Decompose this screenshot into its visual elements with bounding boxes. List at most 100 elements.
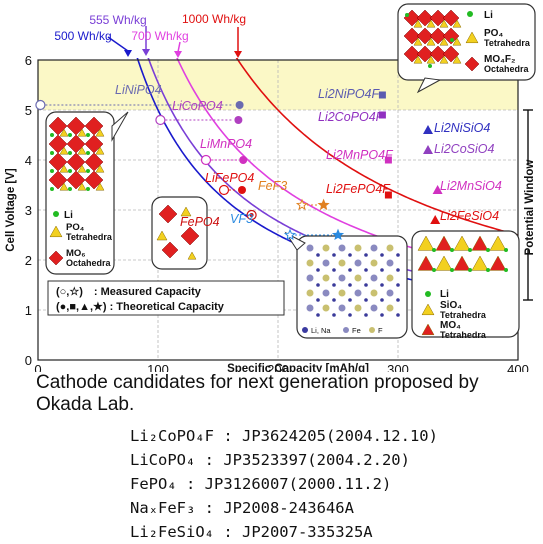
theoretical-point-li2nipo4f: [378, 91, 386, 99]
octahedron-shape: [158, 204, 178, 224]
theoretical-point-lifepo4: [238, 186, 246, 194]
plot-frame: [37, 59, 519, 361]
measured-point-fef3: [295, 198, 309, 211]
inset-label-mo6-sub: Octahedra: [66, 258, 112, 268]
atom-dot: [386, 274, 394, 282]
material-label: Li2CoSiO4: [434, 142, 494, 156]
tetrahedron-shape: [417, 255, 435, 271]
atom-dot: [332, 283, 336, 287]
measured-point-licopo4: [155, 114, 166, 126]
x-tick-label: 0: [34, 362, 41, 372]
atom-dot: [364, 298, 368, 302]
atom-dot: [450, 248, 454, 252]
measured-point-lifepo4: [218, 184, 230, 196]
atom-dot: [364, 283, 368, 287]
y-tick-label: 6: [25, 53, 32, 68]
energy-arrow: [107, 36, 129, 52]
inset-label-fe: Fe: [352, 326, 361, 335]
atom-dot: [450, 268, 454, 272]
tetrahedron-shape: [59, 146, 69, 155]
patent-item: FePO₄ : JP3126007(2000.11.2): [130, 475, 392, 493]
octahedron-shape: [429, 9, 447, 27]
tetrahedron-shape: [452, 19, 462, 28]
tetrahedron-shape: [413, 55, 423, 64]
patent-item: NaₓFeF₃ : JP2008-243646A: [130, 499, 354, 517]
bracket-label-bg: [520, 165, 536, 250]
callout-tail: [416, 77, 442, 94]
inset-label-po4: PO₄: [484, 28, 503, 39]
energy-arrow-head: [234, 51, 242, 58]
atom-dot: [68, 133, 72, 137]
octahedron-shape: [48, 250, 64, 266]
energy-curve-label: 1000 Wh/kg: [182, 12, 246, 26]
atom-dot: [354, 304, 362, 312]
material-label: LiMnPO4: [200, 137, 252, 151]
inset-label-mo4f2-sub: Octahedra: [484, 64, 530, 74]
atom-dot: [343, 327, 349, 333]
octahedron-shape: [442, 27, 460, 45]
tetrahedron-shape: [413, 19, 423, 28]
atom-dot: [338, 274, 346, 282]
material-label: Li2NiSiO4: [434, 121, 490, 135]
atom-dot: [380, 313, 384, 317]
tetrahedron-shape: [95, 164, 105, 173]
tetrahedron-shape: [77, 146, 87, 155]
atom-dot: [338, 244, 346, 252]
atom-dot: [50, 169, 54, 173]
inset-label-mo4-sub: Tetrahedra: [440, 330, 487, 340]
inset-label-po4-sub: Tetrahedra: [484, 38, 531, 48]
atom-dot: [396, 253, 400, 257]
octahedron-shape: [442, 45, 460, 63]
atom-dot: [486, 248, 490, 252]
atom-dot: [53, 211, 59, 217]
atom-dot: [348, 298, 352, 302]
tetrahedron-shape: [439, 55, 449, 64]
atom-dot: [354, 259, 362, 267]
tetrahedron-shape: [421, 323, 435, 336]
atom-dot: [332, 313, 336, 317]
x-axis-label: Specific Capacity [mAh/g]: [227, 363, 369, 372]
octahedron-shape: [84, 170, 104, 190]
atom-dot: [316, 268, 320, 272]
tetrahedron-shape: [426, 55, 436, 64]
atom-dot: [486, 268, 490, 272]
atom-dot: [386, 244, 394, 252]
atom-dot: [322, 304, 330, 312]
octahedron-shape: [161, 241, 179, 259]
atom-dot: [306, 244, 314, 252]
material-label: FePO4: [180, 215, 220, 229]
inset-label-mo4f2: MO₄F₂: [484, 54, 515, 65]
tetrahedron-shape: [77, 128, 87, 137]
atom-dot: [338, 304, 346, 312]
material-label: Li2CoPO4F: [318, 110, 385, 124]
tetrahedron-shape: [489, 255, 507, 271]
atom-dot: [380, 283, 384, 287]
atom-dot: [504, 268, 508, 272]
tetrahedron-shape: [435, 255, 453, 271]
inset-label-sio4-sub: Tetrahedra: [440, 310, 487, 320]
inset-label-mo6: MO₆: [66, 248, 86, 259]
patent-list: Li₂CoPO₄F : JP3624205(2004.12.10) LiCoPO…: [130, 424, 438, 544]
legend-measured: (○,☆) : Measured Capacity: [56, 286, 202, 298]
material-label: LiNiPO4: [115, 83, 162, 97]
atom-dot: [50, 151, 54, 155]
inset-label-sio4: SiO₄: [440, 300, 462, 311]
y-tick-label: 1: [25, 303, 32, 318]
atom-dot: [405, 13, 409, 17]
atom-dot: [370, 274, 378, 282]
atom-dot: [432, 248, 436, 252]
atom-dot: [386, 259, 394, 267]
tetrahedron-shape: [421, 303, 435, 316]
patent-item: LiCoPO₄ : JP3523397(2004.2.20): [130, 451, 410, 469]
y-tick-label: 3: [25, 203, 32, 218]
measured-point-limnpo4: [200, 154, 212, 166]
tetrahedron-shape: [156, 230, 168, 241]
atom-dot: [338, 289, 346, 297]
theoretical-point-li2fepo4f: [384, 191, 392, 199]
patent-item: Li₂CoPO₄F : JP3624205(2004.12.10): [130, 427, 438, 445]
inset-frame: [151, 196, 208, 270]
patent-item: Li₂FeSiO₄ : JP2007-335325A: [130, 523, 373, 541]
atom-dot: [450, 38, 454, 42]
x-tick-label: 400: [507, 362, 529, 372]
